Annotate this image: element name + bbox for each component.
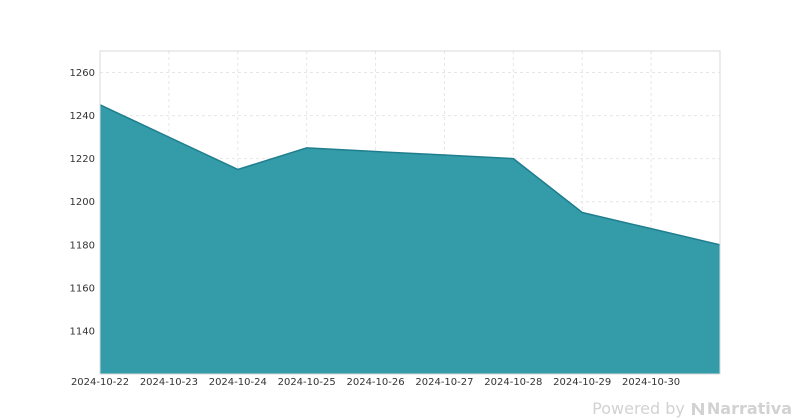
y-tick-label: 1220 <box>70 154 95 165</box>
x-axis-ticks: 2024-10-22 2024-10-23 2024-10-24 2024-10-25… <box>71 377 680 388</box>
plot-border <box>99 50 721 375</box>
x-tick-label: 2024-10-30 <box>622 377 680 388</box>
y-tick-label: 1140 <box>70 326 95 337</box>
x-tick-label: 2024-10-27 <box>415 377 473 388</box>
y-tick-label: 1240 <box>70 111 95 122</box>
y-axis-ticks: 1140 1160 1180 1200 1220 1240 1260 <box>70 68 95 337</box>
x-tick-label: 2024-10-23 <box>140 377 198 388</box>
x-tick-label: 2024-10-24 <box>209 377 267 388</box>
x-tick-label: 2024-10-26 <box>346 377 404 388</box>
powered-by-watermark: Powered by Narrativa <box>592 399 792 418</box>
area-line <box>99 104 721 246</box>
x-tick-label: 2024-10-29 <box>553 377 611 388</box>
brand-text: Narrativa <box>706 399 792 418</box>
powered-by-text: Powered by <box>592 399 685 418</box>
y-tick-label: 1260 <box>70 68 95 79</box>
x-tick-label: 2024-10-28 <box>484 377 542 388</box>
brand-name: Narrativa <box>691 399 792 418</box>
narrativa-logo-icon <box>691 402 704 415</box>
plot-frame <box>99 50 721 375</box>
y-tick-label: 1200 <box>70 197 95 208</box>
x-tick-label: 2024-10-22 <box>71 377 129 388</box>
x-tick-label: 2024-10-25 <box>278 377 336 388</box>
y-tick-label: 1180 <box>70 240 95 251</box>
area-fill <box>100 104 720 374</box>
y-tick-label: 1160 <box>70 283 95 294</box>
area-series <box>99 104 721 374</box>
